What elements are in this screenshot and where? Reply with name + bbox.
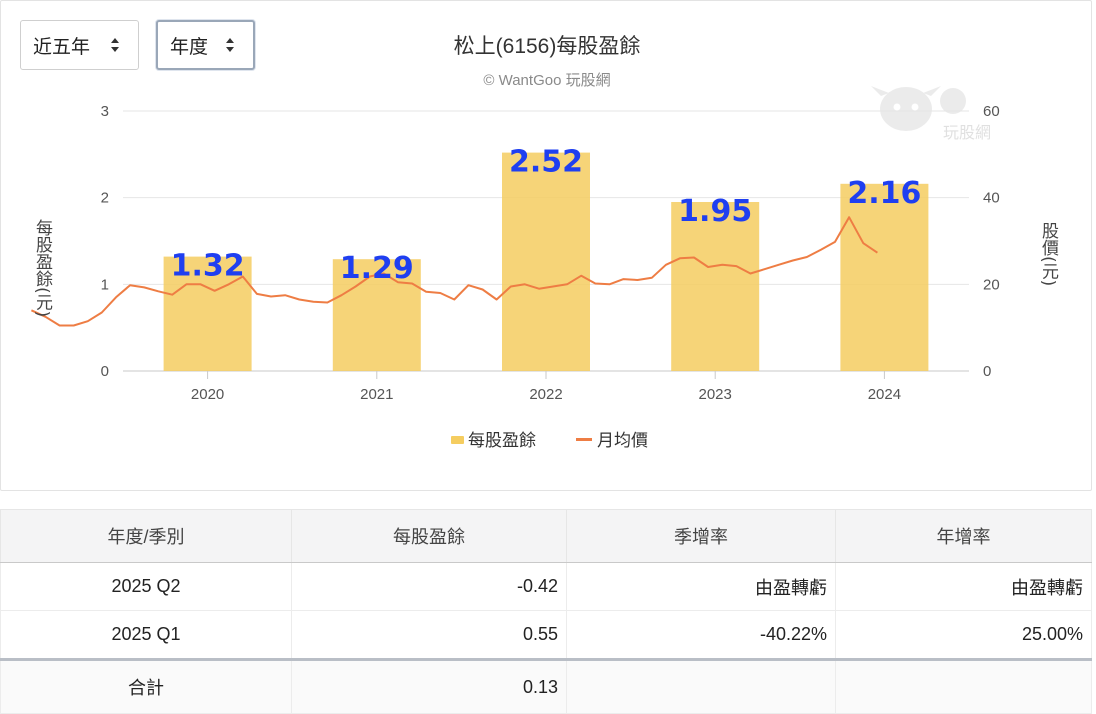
cell-total-empty bbox=[835, 658, 1092, 714]
table-row: 2025 Q2 -0.42 由盈轉虧 由盈轉虧 bbox=[0, 562, 1092, 611]
x-tick-label: 2020 bbox=[191, 386, 224, 403]
y-right-axis-label: 股價(元) bbox=[1038, 222, 1059, 286]
table-row: 2025 Q1 0.55 -40.22% 25.00% bbox=[0, 610, 1092, 660]
eps-chart-card: 近五年 年度 松上(6156)每股盈餘 © WantGoo 玩股網 玩股網 1.… bbox=[0, 0, 1092, 491]
eps-table: 年度/季別 每股盈餘 季增率 年增率 2025 Q2 -0.42 由盈轉虧 由盈… bbox=[0, 509, 1092, 714]
legend-item-avg-price[interactable]: 月均價 bbox=[576, 431, 648, 451]
y-left-tick-label: 3 bbox=[101, 103, 109, 120]
eps-data-label: 2.16 bbox=[847, 176, 921, 211]
cell-qoq: 由盈轉虧 bbox=[566, 562, 836, 611]
y-left-axis-label: 每股盈餘(元) bbox=[32, 219, 53, 317]
chart-subtitle: © WantGoo 玩股網 bbox=[483, 72, 610, 89]
period-select-label: 年度 bbox=[170, 36, 209, 58]
cell-period: 2025 Q1 bbox=[0, 610, 292, 660]
legend-label-eps: 每股盈餘 bbox=[468, 431, 536, 451]
legend-bar-swatch bbox=[451, 436, 464, 444]
period-select[interactable]: 年度 bbox=[156, 20, 255, 70]
eps-data-label: 1.32 bbox=[171, 249, 245, 284]
cell-eps: -0.42 bbox=[291, 562, 567, 611]
y-left-tick-label: 2 bbox=[101, 190, 109, 207]
eps-data-label: 1.29 bbox=[340, 251, 414, 286]
eps-bar[interactable] bbox=[671, 202, 760, 371]
eps-data-label: 2.52 bbox=[509, 145, 583, 180]
eps-bar[interactable] bbox=[840, 183, 929, 371]
legend-item-eps[interactable]: 每股盈餘 bbox=[451, 431, 536, 451]
header-eps: 每股盈餘 bbox=[291, 509, 567, 563]
header-qoq: 季增率 bbox=[566, 509, 836, 563]
x-tick-label: 2022 bbox=[529, 386, 562, 403]
legend-label-avg-price: 月均價 bbox=[597, 431, 648, 451]
chart-title: 松上(6156)每股盈餘 bbox=[454, 35, 641, 58]
eps-bar[interactable] bbox=[163, 256, 252, 371]
legend-line-swatch bbox=[576, 438, 592, 441]
cell-qoq: -40.22% bbox=[566, 610, 836, 660]
wantgoo-watermark-logo: 玩股網 bbox=[871, 86, 991, 142]
eps-chart: 松上(6156)每股盈餘 © WantGoo 玩股網 玩股網 1.32 1.29 2… bbox=[30, 35, 1059, 451]
cell-period: 2025 Q2 bbox=[0, 562, 292, 611]
table-total-row: 合計 0.13 bbox=[0, 658, 1092, 714]
y-left-tick-label: 1 bbox=[101, 276, 109, 293]
cell-yoy: 由盈轉虧 bbox=[835, 562, 1092, 611]
chevron-up-down-icon bbox=[226, 38, 234, 52]
chart-legend: 每股盈餘 月均價 bbox=[451, 431, 648, 451]
range-select-label: 近五年 bbox=[33, 36, 91, 58]
y-right-tick-label: 40 bbox=[983, 190, 1000, 207]
range-select[interactable]: 近五年 bbox=[20, 20, 139, 70]
table-header-row: 年度/季別 每股盈餘 季增率 年增率 bbox=[0, 509, 1092, 563]
cell-yoy: 25.00% bbox=[835, 610, 1092, 660]
cell-eps: 0.55 bbox=[291, 610, 567, 660]
header-period: 年度/季別 bbox=[0, 509, 292, 563]
eps-bar[interactable] bbox=[502, 152, 590, 371]
x-tick-label: 2024 bbox=[868, 386, 901, 403]
y-right-tick-label: 60 bbox=[983, 103, 1000, 120]
x-tick-label: 2021 bbox=[360, 386, 393, 403]
eps-bar[interactable] bbox=[332, 259, 421, 371]
y-right-tick-label: 0 bbox=[983, 363, 991, 380]
eps-data-label: 1.95 bbox=[678, 194, 752, 229]
y-left-tick-label: 0 bbox=[101, 363, 109, 380]
avg-price-line[interactable] bbox=[30, 216, 878, 327]
y-right-tick-label: 20 bbox=[983, 276, 1000, 293]
cell-total-label: 合計 bbox=[0, 658, 292, 714]
chevron-up-down-icon bbox=[111, 38, 119, 52]
header-yoy: 年增率 bbox=[835, 509, 1092, 563]
x-tick-label: 2023 bbox=[699, 386, 732, 403]
cell-total-empty bbox=[566, 658, 836, 714]
cell-total-eps: 0.13 bbox=[291, 658, 567, 714]
watermark-text: 玩股網 bbox=[943, 123, 991, 142]
